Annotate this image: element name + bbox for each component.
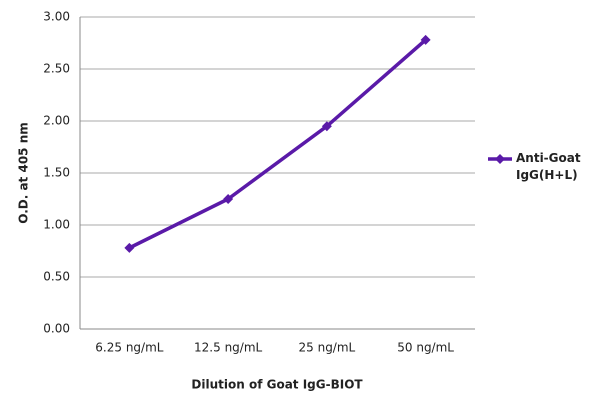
y-tick-label: 1.50 (43, 166, 70, 180)
y-axis-title: O.D. at 405 nm (17, 122, 31, 223)
y-tick-label: 0.00 (43, 322, 70, 336)
legend-marker (495, 154, 505, 164)
line (128, 38, 427, 250)
y-tick-label: 2.00 (43, 114, 70, 128)
y-tick-label: 1.00 (43, 218, 70, 232)
x-axis-title: Dilution of Goat IgG-BIOT (191, 378, 363, 392)
legend-label: Anti-Goat IgG(H+L) (516, 151, 581, 182)
y-tick-label: 3.00 (43, 10, 70, 24)
x-tick-label: 6.25 ng/mL (95, 341, 163, 355)
marker (420, 34, 431, 45)
y-tick-label: 2.50 (43, 62, 70, 76)
x-tick-label: 50 ng/mL (397, 341, 454, 355)
marker (321, 121, 332, 132)
y-tick-label: 0.50 (43, 270, 70, 284)
x-tick-label: 25 ng/mL (299, 341, 356, 355)
x-tick-label: 12.5 ng/mL (194, 341, 262, 355)
marker (223, 194, 234, 204)
marker (124, 242, 135, 253)
